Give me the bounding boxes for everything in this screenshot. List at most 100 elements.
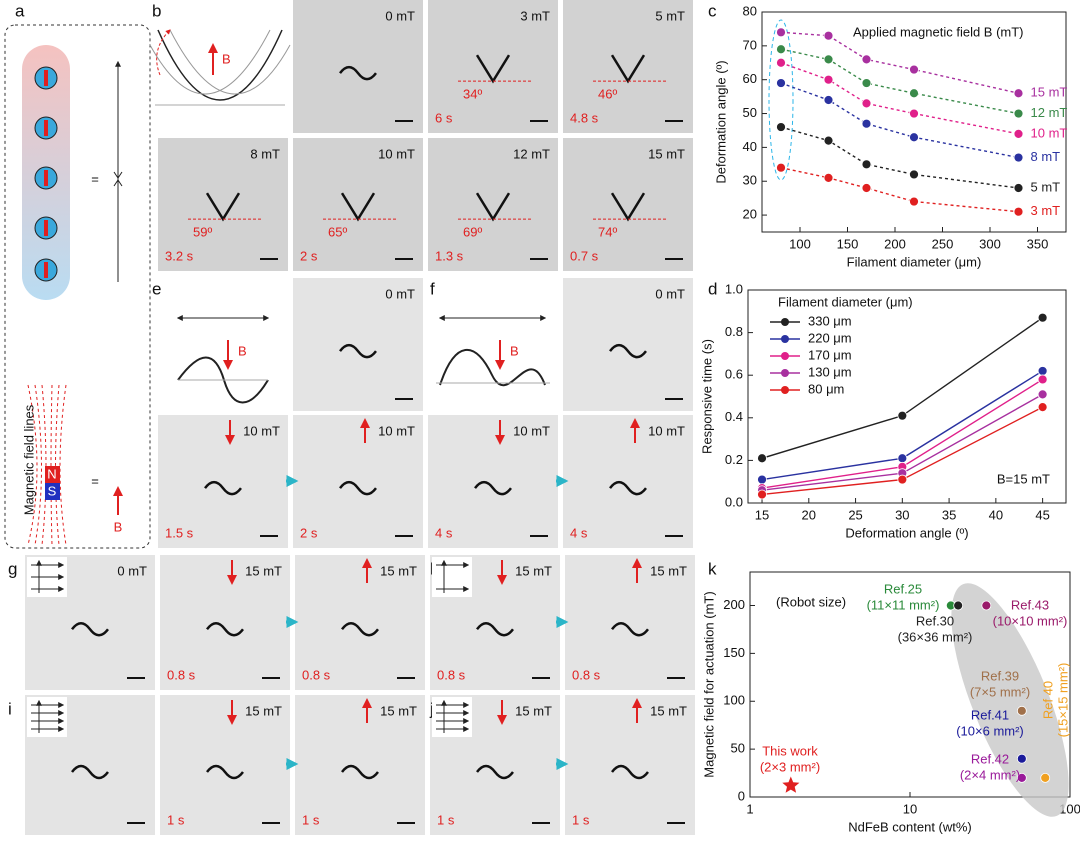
annotation: (Robot size) [776, 594, 846, 609]
point-size: (10×10 mm²) [993, 613, 1068, 628]
photo [428, 138, 558, 271]
photo [295, 695, 425, 835]
panel-a-frame [4, 24, 151, 549]
legend-marker [781, 318, 789, 326]
series-label: 5 mT [1031, 179, 1061, 194]
data-point [823, 172, 834, 183]
x-tick-label: 1 [746, 801, 753, 816]
field-lines [27, 384, 67, 546]
time-label: 1 s [572, 812, 590, 827]
y-tick-label: 50 [731, 741, 745, 756]
data-point [823, 74, 834, 85]
time-label: 4 s [570, 525, 588, 540]
field-label: B [114, 519, 123, 534]
panel-letter: a [15, 1, 25, 20]
data-point [861, 78, 872, 88]
data-point [823, 30, 834, 41]
x-axis-title: NdFeB content (wt%) [848, 819, 972, 834]
x-axis-title: Filament diameter (μm) [847, 254, 982, 269]
y-tick-label: 60 [743, 71, 757, 86]
data-point [1013, 108, 1024, 119]
y-axis-title: Magnetic field for actuation (mT) [701, 591, 716, 777]
y-tick-label: 0.0 [725, 494, 743, 509]
cluster-region [951, 583, 1069, 817]
data-point [897, 453, 908, 464]
photo [563, 138, 693, 271]
field-label: 15 mT [245, 563, 282, 578]
field-label: 10 mT [378, 146, 415, 161]
data-point [757, 453, 767, 464]
force-schematic [27, 697, 67, 737]
field-label: 15 mT [380, 703, 417, 718]
data-point [776, 78, 786, 88]
photo [428, 0, 558, 133]
force-schematic [432, 697, 472, 737]
panel-letter: e [152, 279, 161, 298]
data-point [1037, 374, 1048, 385]
time-label: 0.7 s [570, 248, 599, 263]
point-label: Ref.39 [981, 668, 1019, 683]
legend-label: 170 μm [808, 347, 852, 362]
y-tick-label: 80 [743, 3, 757, 18]
y-tick-label: 50 [743, 105, 757, 120]
y-tick-label: 200 [723, 597, 745, 612]
x-tick-label: 100 [789, 236, 811, 251]
point-label: Ref.25 [884, 581, 922, 596]
photo [158, 415, 288, 548]
y-tick-label: 0.6 [725, 367, 743, 382]
series-line [780, 167, 1019, 213]
data-point [782, 776, 800, 793]
y-tick-label: 40 [743, 139, 757, 154]
field-label: 10 mT [648, 423, 685, 438]
point-size: (36×36 mm²) [898, 629, 973, 644]
photo [160, 695, 290, 835]
field-label: 15 mT [650, 703, 687, 718]
schematic-b [149, 29, 291, 106]
specimen [339, 65, 377, 81]
data-point [1013, 88, 1024, 99]
highlight-ellipse [768, 19, 794, 181]
time-label: 0.8 s [302, 667, 331, 682]
schematic-e [176, 315, 270, 404]
data-point [1037, 389, 1048, 400]
field-label: B [222, 51, 231, 66]
field-label: 15 mT [380, 563, 417, 578]
data-point [1016, 772, 1027, 783]
photo [563, 0, 693, 133]
time-label: 1.3 s [435, 248, 464, 263]
photo [158, 138, 288, 271]
series-line [780, 62, 1019, 135]
data-point [1013, 183, 1024, 193]
specimen [611, 764, 649, 780]
data-point [861, 54, 872, 65]
data-point [861, 118, 872, 129]
point-size: (10×6 mm²) [956, 723, 1024, 738]
specimen [611, 622, 649, 637]
photo [428, 415, 558, 548]
angle-label: 34º [463, 87, 482, 102]
time-label: 1 s [167, 812, 185, 827]
photo [563, 278, 693, 411]
panel-letter: g [8, 559, 17, 578]
field-label: 10 mT [243, 423, 280, 438]
equals: = [91, 473, 99, 488]
magnet-north [45, 466, 60, 483]
point-label: Ref.30 [916, 613, 954, 628]
data-point [1016, 705, 1027, 716]
photo [565, 555, 695, 690]
force-schematic [432, 557, 472, 597]
specimen [341, 622, 379, 637]
series-line [780, 82, 1019, 159]
south-label: S [48, 483, 57, 498]
angle-label: 65º [328, 225, 347, 240]
data-point [909, 169, 919, 180]
x-tick-label: 25 [848, 507, 862, 522]
data-point [757, 474, 767, 485]
data-point [861, 183, 872, 193]
field-label: 0 mT [655, 286, 685, 301]
legend-marker [781, 352, 789, 360]
legend-label: 220 μm [808, 330, 852, 345]
photo [293, 415, 423, 548]
time-label: 4.8 s [570, 110, 599, 125]
